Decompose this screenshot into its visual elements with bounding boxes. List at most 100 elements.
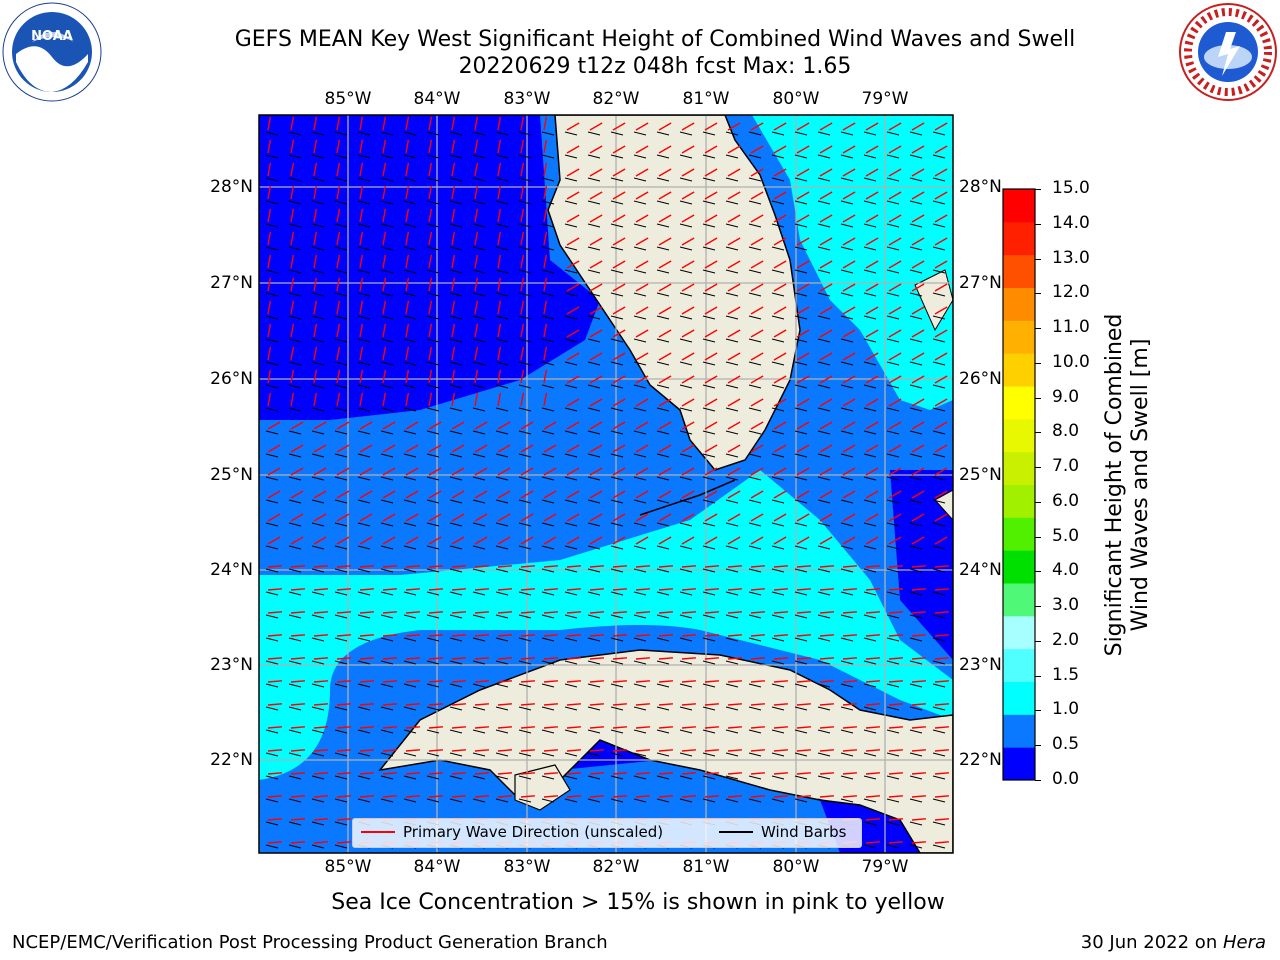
wind-barb — [633, 614, 647, 619]
wind-barb — [288, 407, 302, 412]
wave-arrow — [566, 306, 580, 315]
colorbar-tick-mark — [1035, 780, 1041, 781]
wind-barb — [334, 821, 348, 826]
wind-barb — [610, 200, 624, 205]
wave-arrow — [313, 277, 318, 292]
wind-barb — [748, 476, 762, 481]
wind-barb — [403, 614, 417, 619]
wind-barb — [495, 361, 509, 366]
wave-arrow — [543, 346, 548, 361]
colorbar-swatch — [1003, 287, 1035, 321]
wave-arrow — [750, 795, 766, 798]
wind-barb — [472, 361, 486, 366]
wind-barb — [748, 292, 762, 297]
wind-barb — [794, 568, 808, 573]
wind-barb — [886, 384, 900, 389]
bahamas-island — [934, 489, 953, 521]
wind-barb — [656, 660, 670, 665]
wind-barb — [265, 614, 279, 619]
wind-barb — [587, 200, 601, 205]
wind-barb — [380, 614, 394, 619]
wave-arrow — [520, 254, 525, 269]
wave-arrow — [635, 772, 651, 775]
wind-barb — [886, 315, 900, 320]
wave-arrow — [405, 703, 421, 706]
wave-arrow — [290, 162, 295, 177]
wind-barb — [564, 131, 578, 136]
wind-barb — [357, 775, 371, 780]
wind-barb — [334, 706, 348, 711]
wind-barb — [610, 545, 624, 550]
wave-arrow — [888, 513, 902, 522]
wave-arrow — [451, 749, 467, 752]
wave-arrow — [612, 122, 626, 131]
wind-barb — [863, 637, 877, 642]
wave-arrow — [497, 421, 511, 430]
wind-barb — [817, 315, 831, 320]
wave-arrow — [888, 680, 904, 683]
wave-arrow — [566, 214, 580, 223]
colorbar-swatch — [1003, 484, 1035, 518]
wind-barb — [357, 545, 371, 550]
wave-arrow — [796, 237, 810, 246]
wave-arrow — [658, 772, 674, 775]
wind-barb — [334, 292, 348, 297]
wind-barb — [840, 637, 854, 642]
wind-barb — [265, 476, 279, 481]
wind-barb — [311, 522, 325, 527]
wind-barb — [587, 453, 601, 458]
wave-arrow — [313, 231, 318, 246]
wind-barb — [357, 591, 371, 596]
wave-arrow — [635, 536, 649, 545]
wind-barb — [656, 177, 670, 182]
wind-barb — [610, 407, 624, 412]
wind-barb — [288, 614, 302, 619]
wind-barb — [679, 706, 693, 711]
wave-arrow — [267, 277, 272, 292]
wave-arrow — [911, 749, 927, 752]
wind-barb — [380, 315, 394, 320]
wave-arrow — [911, 536, 925, 545]
wave-arrow — [267, 139, 272, 154]
wind-barb — [357, 476, 371, 481]
legend-label-wave: Primary Wave Direction (unscaled) — [403, 823, 664, 841]
wind-barb — [610, 177, 624, 182]
wave-arrow — [382, 611, 398, 614]
wave-arrow — [267, 323, 272, 338]
wind-barb — [840, 683, 854, 688]
wind-barb — [403, 775, 417, 780]
wave-arrow — [773, 444, 787, 453]
wave-arrow — [681, 772, 697, 775]
wave-arrow — [267, 185, 272, 200]
wave-arrow — [658, 214, 672, 223]
wave-arrow — [428, 254, 433, 269]
wave-arrow — [750, 191, 764, 200]
wind-barb — [334, 660, 348, 665]
wind-barb — [449, 430, 463, 435]
wind-barb — [610, 131, 624, 136]
wave-arrow — [497, 565, 513, 568]
wind-barb — [633, 223, 647, 228]
wind-barb — [679, 545, 693, 550]
colorbar-swatch — [1003, 681, 1035, 715]
lat-label-left: 28°N — [210, 177, 253, 197]
wave-arrow — [428, 657, 444, 660]
wave-arrow — [451, 611, 467, 614]
wind-barb — [610, 292, 624, 297]
wave-arrow — [474, 749, 490, 752]
wind-barb — [840, 223, 854, 228]
wave-arrow — [773, 122, 787, 131]
wind-barb — [817, 407, 831, 412]
wind-barb — [817, 798, 831, 803]
wave-arrow — [704, 657, 720, 660]
wind-barb — [426, 545, 440, 550]
wind-barb — [518, 568, 532, 573]
wave-arrow — [681, 421, 695, 430]
wave-arrow — [336, 444, 350, 453]
wind-barb — [863, 246, 877, 251]
wind-barb — [702, 798, 716, 803]
wave-arrow — [589, 536, 603, 545]
wind-barb — [633, 453, 647, 458]
wave-arrow — [635, 168, 649, 177]
wave-arrow — [727, 536, 741, 545]
